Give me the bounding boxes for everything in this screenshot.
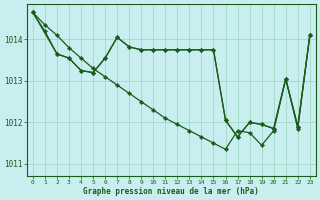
X-axis label: Graphe pression niveau de la mer (hPa): Graphe pression niveau de la mer (hPa): [84, 187, 259, 196]
